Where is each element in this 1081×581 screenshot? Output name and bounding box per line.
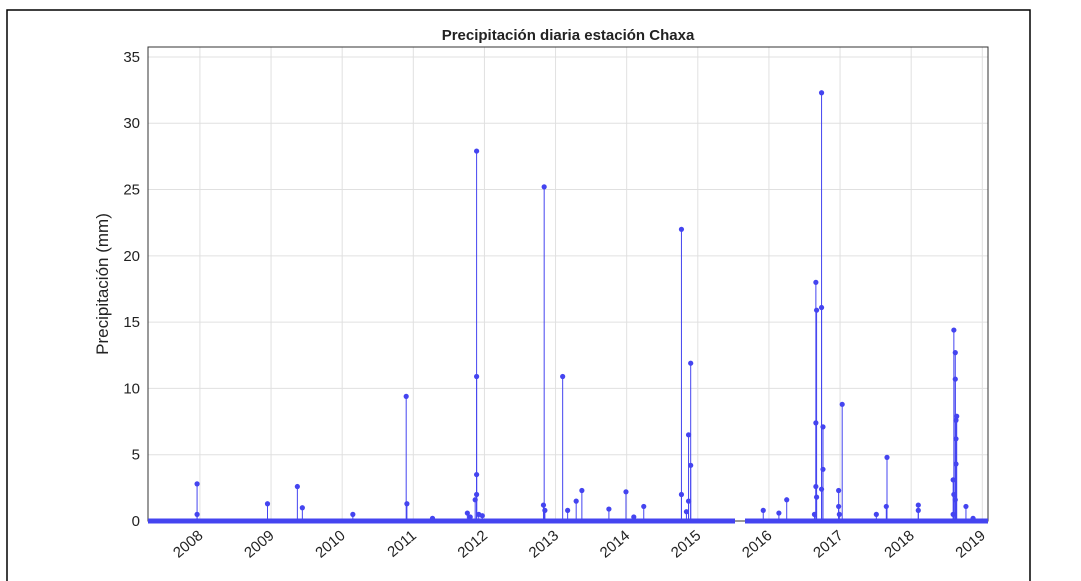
stem-marker: [194, 511, 200, 517]
stem-marker: [951, 491, 957, 498]
stem-marker: [474, 491, 480, 498]
x-tick-label: 2019: [952, 527, 988, 561]
stem-marker: [579, 487, 585, 494]
stem-marker: [970, 515, 976, 521]
x-tick-label: 2013: [526, 527, 562, 561]
stem-marker: [641, 503, 647, 510]
stem-marker: [915, 507, 921, 513]
stem-marker: [954, 413, 960, 419]
stem-marker: [474, 148, 480, 154]
y-tick-label: 5: [132, 447, 140, 464]
stem-marker: [403, 393, 409, 399]
stem-marker: [836, 503, 842, 510]
x-tick-label: 2017: [810, 527, 846, 561]
frame: [6, 9, 1031, 581]
stem-marker: [685, 498, 692, 504]
y-tick-label: 30: [123, 115, 140, 132]
stem-marker: [873, 511, 879, 517]
stem-marker: [573, 498, 579, 504]
x-tick-label: 2010: [312, 527, 348, 561]
stem-marker: [953, 417, 959, 423]
y-tick-label: 15: [123, 314, 140, 331]
y-axis-label: Precipitación (mm): [93, 213, 112, 355]
y-tick-label: 25: [123, 182, 140, 199]
stem-marker: [350, 511, 356, 517]
stem-marker: [950, 511, 956, 517]
stem-marker: [542, 507, 548, 513]
stem-marker: [820, 466, 826, 472]
stem-marker: [760, 507, 766, 513]
stem-marker: [678, 491, 685, 498]
x-tick-label: 2014: [597, 527, 633, 561]
stem-marker: [953, 436, 959, 442]
stem-marker: [565, 507, 571, 513]
x-tick-label: 2011: [384, 527, 420, 561]
y-tick-label: 10: [123, 380, 140, 397]
stem-marker: [818, 90, 825, 96]
x-tick-label: 2016: [739, 527, 775, 561]
x-tick-label: 2009: [241, 527, 277, 561]
stem-marker: [631, 514, 637, 520]
stem-marker: [915, 502, 921, 508]
stem-marker: [560, 373, 566, 380]
stem-marker: [818, 486, 825, 492]
stem-marker: [474, 471, 480, 478]
stem-marker: [623, 489, 629, 495]
y-tick-label: 35: [123, 49, 140, 66]
stem-marker: [467, 514, 473, 520]
stem-marker: [952, 497, 958, 503]
stem-marker: [950, 477, 956, 483]
stem-marker: [818, 304, 825, 311]
stem-marker: [678, 226, 685, 232]
stem-marker: [813, 420, 819, 426]
stem-marker: [884, 454, 890, 460]
stem-marker: [951, 327, 957, 333]
stem-marker: [811, 511, 818, 517]
stem-marker: [813, 483, 819, 490]
x-tick-label: 2018: [881, 527, 917, 561]
stem-marker: [813, 307, 820, 313]
stem-marker: [464, 510, 470, 516]
stem-marker: [294, 483, 300, 490]
x-tick-label: 2012: [455, 527, 491, 561]
stem-marker: [820, 424, 826, 430]
stem-marker: [813, 279, 819, 285]
x-tick-label: 2008: [170, 527, 206, 561]
stem-marker: [963, 503, 969, 510]
y-tick-label: 0: [132, 513, 140, 530]
stem-marker: [540, 502, 547, 508]
stem-marker: [606, 506, 612, 512]
stem-marker: [429, 515, 436, 521]
stem-marker: [784, 497, 790, 503]
stem-marker: [883, 503, 889, 510]
stem-marker: [683, 509, 690, 515]
y-tick-label: 20: [123, 248, 140, 265]
stem-marker: [836, 511, 842, 517]
stem-marker: [952, 376, 958, 382]
stem-marker: [953, 461, 959, 467]
stem-marker: [264, 501, 271, 507]
stem-marker: [952, 350, 958, 356]
x-tick-label: 2015: [668, 527, 704, 561]
stem-marker: [194, 481, 200, 487]
stem-marker: [474, 373, 480, 380]
stem-marker: [299, 505, 305, 511]
plot-area: [148, 47, 988, 521]
stem-marker: [776, 510, 782, 516]
stem-marker: [688, 360, 694, 366]
stem-marker: [836, 487, 842, 494]
stem-marker: [839, 401, 845, 407]
stem-marker: [472, 497, 478, 503]
stem-marker: [479, 513, 485, 519]
stem-marker: [685, 432, 692, 438]
stem-marker: [404, 501, 410, 507]
chart-title: Precipitación diaria estación Chaxa: [442, 27, 695, 44]
stem-marker: [813, 494, 820, 500]
stem-marker: [541, 184, 547, 190]
